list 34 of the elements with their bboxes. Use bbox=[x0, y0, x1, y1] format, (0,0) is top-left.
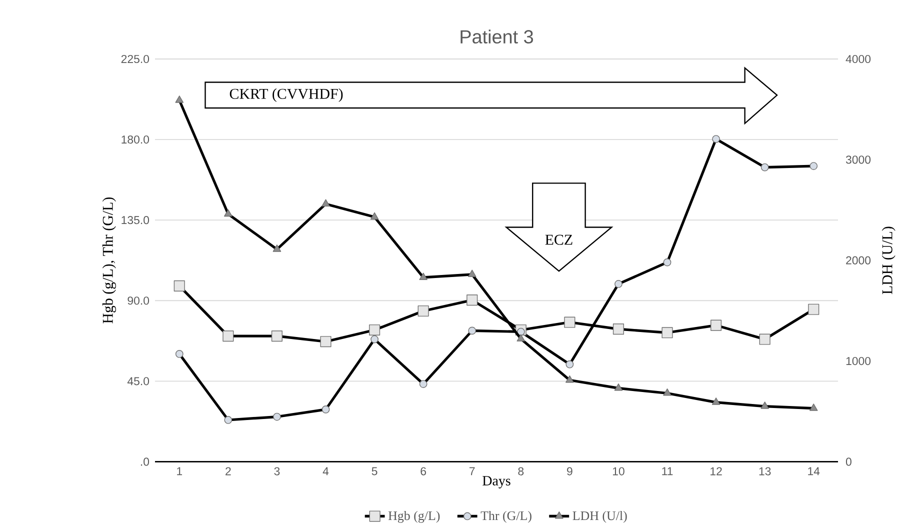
x-tick-label: 10 bbox=[612, 467, 624, 476]
x-tick-label: 5 bbox=[372, 467, 378, 476]
x-tick-label: 3 bbox=[274, 467, 280, 476]
x-tick-label: 9 bbox=[567, 467, 572, 476]
y2-tick-label: 2000 bbox=[846, 256, 871, 264]
annotation: CKRT (CVVHDF) bbox=[230, 88, 343, 102]
legend-label: LDH (U/l) bbox=[572, 510, 627, 523]
x-tick-label: 8 bbox=[518, 467, 524, 476]
y-tick-label: .0 bbox=[140, 458, 150, 466]
x-axis-title: Days bbox=[482, 476, 510, 488]
y-tick-label: 135.0 bbox=[122, 216, 150, 224]
y-axis-title: Hgb (g/L), Thr (G/L) bbox=[102, 198, 116, 324]
legend-label: Hgb (g/L) bbox=[388, 510, 440, 523]
y-tick-label: 225.0 bbox=[121, 54, 150, 64]
y-tick-label: 45.0 bbox=[127, 377, 150, 386]
x-tick-label: 2 bbox=[226, 467, 231, 476]
annotation: ECZ bbox=[545, 234, 572, 245]
x-tick-label: 4 bbox=[322, 467, 329, 476]
y2-tick-label: 0 bbox=[846, 458, 852, 466]
y2-axis-title: LDH (U/L) bbox=[882, 226, 896, 294]
x-tick-label: 1 bbox=[177, 467, 182, 476]
x-tick-label: 6 bbox=[420, 467, 426, 476]
x-tick-label: 11 bbox=[662, 467, 673, 476]
legend-label: Thr (G/L) bbox=[480, 510, 532, 523]
x-tick-label: 12 bbox=[710, 467, 722, 476]
y2-tick-label: 3000 bbox=[846, 156, 871, 164]
x-tick-label: 13 bbox=[759, 467, 771, 476]
x-tick-label: 7 bbox=[470, 467, 475, 476]
chart-title: Patient 3 bbox=[460, 30, 534, 44]
y-tick-label: 90.0 bbox=[128, 296, 150, 305]
y2-tick-label: 1000 bbox=[846, 356, 871, 366]
x-tick-label: 14 bbox=[808, 467, 820, 476]
y-tick-label: 180.0 bbox=[122, 135, 150, 144]
y2-tick-label: 4000 bbox=[846, 54, 871, 64]
